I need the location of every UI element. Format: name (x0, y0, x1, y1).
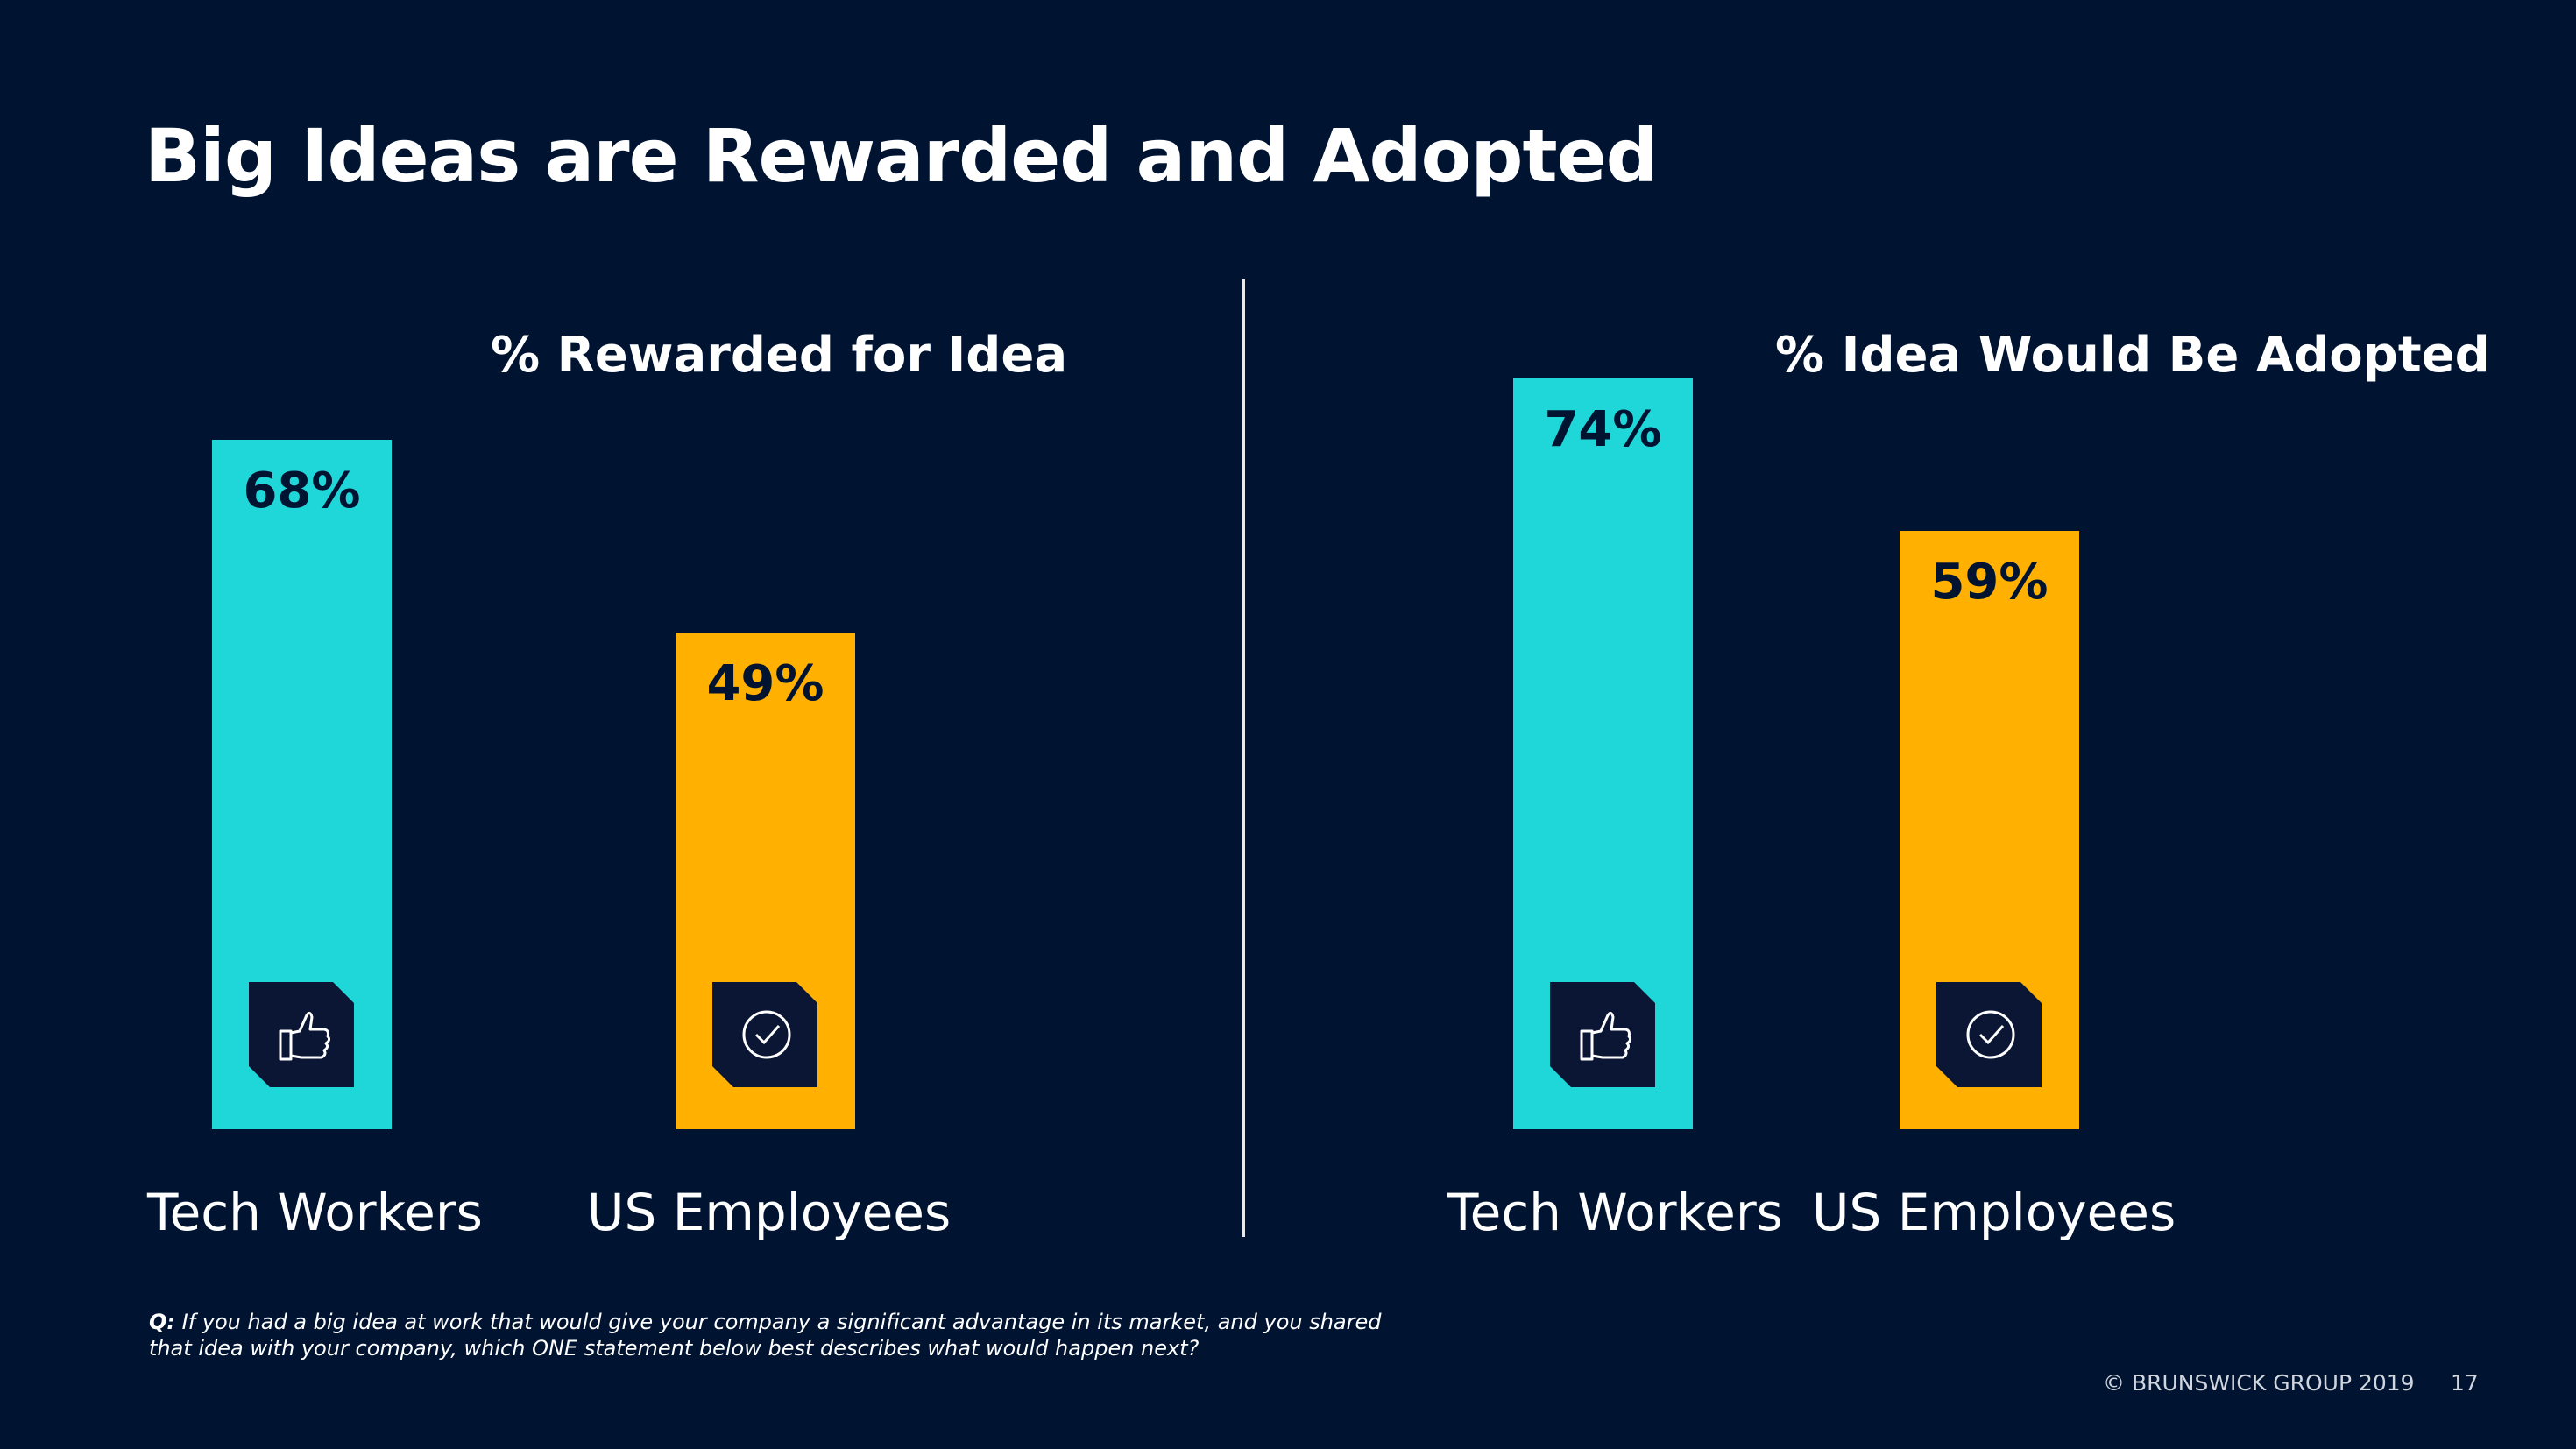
category-label-tech-workers: Tech Workers (1447, 1183, 1783, 1242)
page-number: 17 (2451, 1370, 2479, 1396)
chart-title-adopted: % Idea Would Be Adopted (1775, 327, 2490, 384)
bar-us-employees-rewarded: 49% (676, 632, 855, 1129)
question-text: If you had a big idea at work that would… (149, 1310, 1382, 1361)
bar-value-label: 74% (1544, 401, 1662, 459)
check-circle-icon (712, 981, 817, 1087)
chart-title-rewarded: % Rewarded for Idea (491, 327, 1068, 384)
check-circle-icon (1936, 981, 2042, 1087)
survey-question: Q: If you had a big idea at work that wo… (149, 1309, 1411, 1361)
thumbs-up-icon (1550, 981, 1655, 1087)
bar-tech-workers-rewarded: 68% (212, 439, 392, 1129)
question-prefix: Q: (149, 1310, 175, 1334)
copyright: © BRUNSWICK GROUP 2019 (2103, 1370, 2415, 1396)
bar-tech-workers-adopted: 74% (1513, 378, 1693, 1129)
bar-us-employees-adopted: 59% (1900, 530, 2079, 1129)
thumbs-up-icon (249, 981, 354, 1087)
slide-title: Big Ideas are Rewarded and Adopted (145, 113, 1659, 199)
category-label-us-employees: US Employees (587, 1183, 952, 1242)
category-label-tech-workers: Tech Workers (147, 1183, 483, 1242)
bar-value-label: 49% (706, 654, 824, 712)
category-label-us-employees: US Employees (1812, 1183, 2176, 1242)
bar-value-label: 68% (243, 462, 361, 520)
bar-value-label: 59% (1930, 553, 2049, 611)
panel-divider (1242, 279, 1245, 1237)
